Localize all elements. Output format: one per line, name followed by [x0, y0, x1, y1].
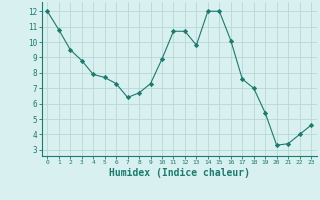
X-axis label: Humidex (Indice chaleur): Humidex (Indice chaleur)	[109, 168, 250, 178]
